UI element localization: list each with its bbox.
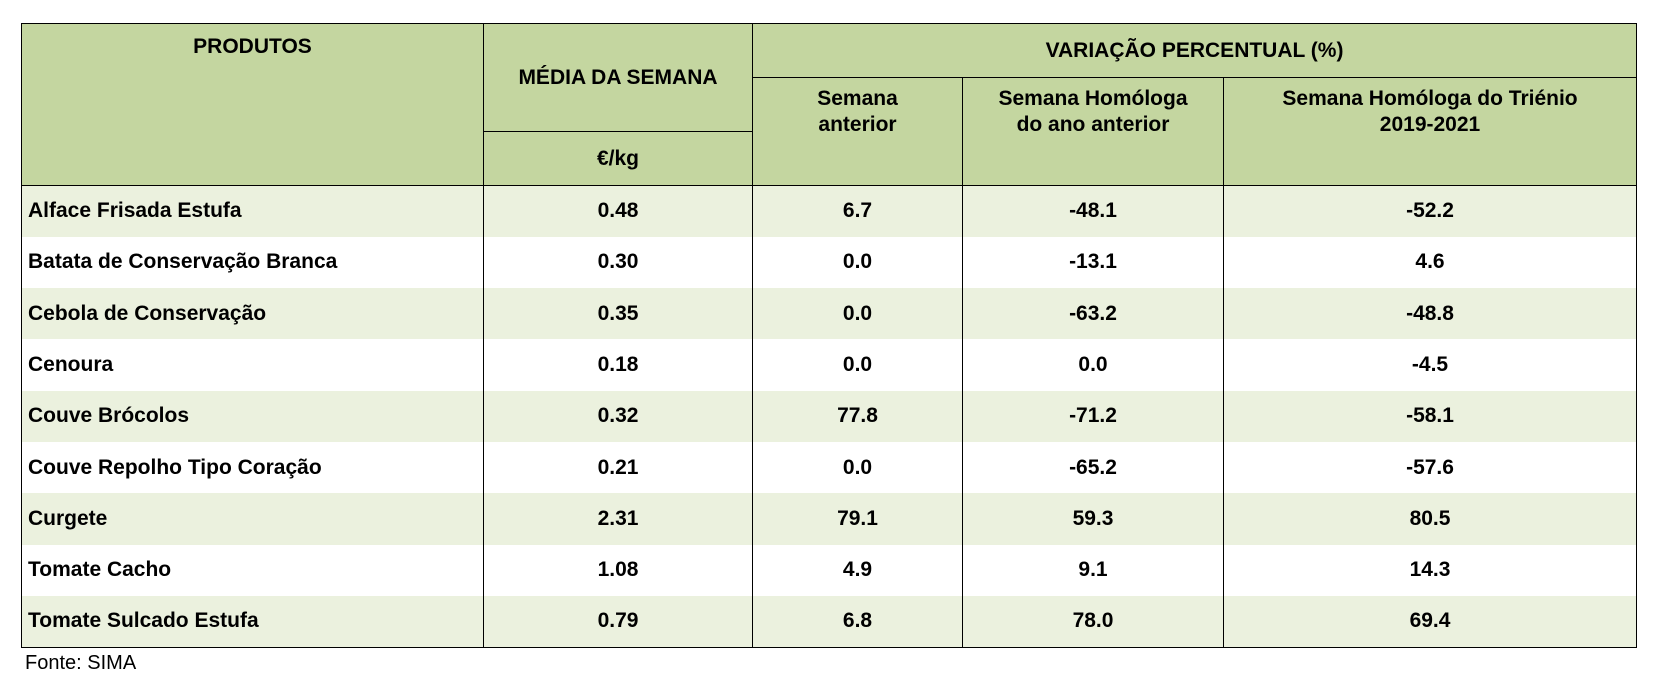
product-name: Cebola de Conservação (21, 288, 484, 340)
value-cell: 69.4 (1222, 595, 1638, 648)
table-header: PRODUTOS MÉDIA DA SEMANA VARIAÇÃO PERCEN… (21, 23, 1638, 186)
header-cell: PRODUTOS (21, 23, 484, 186)
value-cell: 6.7 (752, 185, 963, 237)
product-name: Tomate Cacho (21, 544, 484, 596)
price-table: PRODUTOS MÉDIA DA SEMANA VARIAÇÃO PERCEN… (21, 23, 1638, 648)
value-cell: 0.32 (483, 390, 753, 442)
value-cell: 79.1 (752, 493, 963, 545)
source-note: Fonte: SIMA (25, 652, 137, 674)
product-name: Alface Frisada Estufa (21, 185, 484, 237)
value-cell: 0.21 (483, 441, 753, 494)
product-name: Couve Brócolos (21, 390, 484, 442)
table-row: Alface Frisada Estufa 0.48 6.7 -48.1 -52.2 (21, 185, 1638, 237)
table-row: Couve Brócolos 0.32 77.8 -71.2 -58.1 (21, 390, 1638, 442)
table-row: Couve Repolho Tipo Coração 0.21 0.0 -65.2 -5… (21, 441, 1638, 494)
header-cell: VARIAÇÃO PERCENTUAL (%) (751, 23, 1638, 78)
value-cell: 0.0 (752, 441, 963, 494)
value-cell: 0.0 (752, 339, 963, 391)
table-row: Tomate Cacho 1.08 4.9 9.1 14.3 (21, 544, 1638, 596)
value-cell: 6.8 (752, 595, 963, 648)
product-name: Batata de Conservação Branca (21, 236, 484, 289)
value-cell: -58.1 (1222, 390, 1638, 442)
product-name: Cenoura (21, 339, 484, 391)
value-cell: 78.0 (962, 595, 1224, 648)
value-cell: -48.8 (1222, 288, 1638, 340)
value-cell: 0.35 (483, 288, 753, 340)
value-cell: 80.5 (1222, 493, 1638, 545)
product-name: Tomate Sulcado Estufa (21, 595, 484, 648)
header-cell: Semana Homóloga do Triénio 2019-2021 (1222, 77, 1638, 186)
header-cell: Semana anterior (752, 77, 963, 186)
value-cell: 0.30 (483, 236, 753, 289)
value-cell: -71.2 (962, 390, 1224, 442)
value-cell: 1.08 (483, 544, 753, 596)
value-cell: -63.2 (962, 288, 1224, 340)
value-cell: -4.5 (1222, 339, 1638, 391)
value-cell: 0.0 (752, 236, 963, 289)
value-cell: 0.79 (483, 595, 753, 648)
value-cell: 0.18 (483, 339, 753, 391)
table-row: Cenoura 0.18 0.0 0.0 -4.5 (21, 339, 1638, 391)
header-cell: Semana Homóloga do ano anterior (962, 77, 1224, 186)
value-cell: 14.3 (1222, 544, 1638, 596)
value-cell: -52.2 (1222, 185, 1638, 237)
value-cell: 0.0 (752, 288, 963, 340)
value-cell: 77.8 (752, 390, 963, 442)
value-cell: 0.48 (483, 185, 753, 237)
value-cell: -65.2 (962, 441, 1224, 494)
value-cell: 2.31 (483, 493, 753, 545)
value-cell: 4.9 (752, 544, 963, 596)
header-cell: MÉDIA DA SEMANA (483, 23, 753, 132)
value-cell: -13.1 (962, 236, 1224, 289)
value-cell: -57.6 (1222, 441, 1638, 494)
header-cell: €/kg (483, 131, 753, 186)
product-name: Couve Repolho Tipo Coração (21, 441, 484, 494)
table-row: Curgete 2.31 79.1 59.3 80.5 (21, 493, 1638, 545)
value-cell: 4.6 (1222, 236, 1638, 289)
table-row: Cebola de Conservação 0.35 0.0 -63.2 -48.8 (21, 288, 1638, 340)
table-body: Alface Frisada Estufa 0.48 6.7 -48.1 -52.2 Ba… (21, 185, 1638, 648)
value-cell: 0.0 (962, 339, 1224, 391)
table-row: Batata de Conservação Branca 0.30 0.0 -13.1… (21, 236, 1638, 289)
value-cell: 9.1 (962, 544, 1224, 596)
table-row: Tomate Sulcado Estufa 0.79 6.8 78.0 69.4 (21, 595, 1638, 648)
value-cell: 59.3 (962, 493, 1224, 545)
product-name: Curgete (21, 493, 484, 545)
value-cell: -48.1 (962, 185, 1224, 237)
